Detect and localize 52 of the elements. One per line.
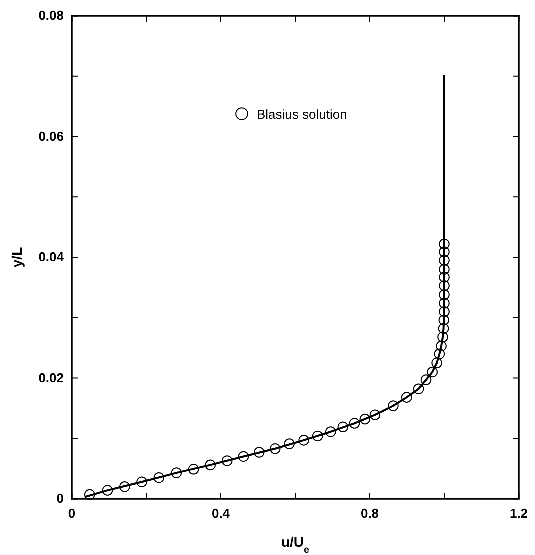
point xyxy=(432,358,442,369)
y-tick-label: 0.08 xyxy=(38,8,64,24)
point xyxy=(439,264,450,275)
point xyxy=(284,438,295,450)
x-axis-title: u/U$_{e}$ xyxy=(281,534,310,555)
point xyxy=(439,306,450,318)
point xyxy=(254,447,265,458)
x-tick-label: 0 xyxy=(68,506,76,522)
point xyxy=(388,400,399,412)
point xyxy=(360,414,371,425)
point xyxy=(84,489,96,500)
point xyxy=(238,451,250,462)
point xyxy=(436,340,447,352)
point xyxy=(349,418,360,429)
point xyxy=(434,348,446,360)
y-tick-label: 0 xyxy=(56,491,64,506)
point xyxy=(102,485,114,496)
point xyxy=(401,392,412,403)
y-axis-title: y/L xyxy=(9,246,25,268)
point xyxy=(439,255,450,266)
legend-label: Blasius solution xyxy=(257,107,348,122)
point xyxy=(222,456,233,466)
point xyxy=(188,464,200,475)
point xyxy=(326,426,336,438)
point xyxy=(439,280,450,292)
point xyxy=(120,482,130,492)
point xyxy=(312,430,324,442)
y-tick-label: 0.04 xyxy=(38,250,65,265)
point xyxy=(439,272,450,283)
point xyxy=(154,472,165,484)
point xyxy=(420,374,432,386)
point xyxy=(136,476,148,488)
point xyxy=(205,460,216,471)
point xyxy=(438,332,448,343)
point xyxy=(338,422,349,433)
point xyxy=(438,323,450,334)
y-tick-label: 0.02 xyxy=(38,370,64,386)
x-tick-label: 1.2 xyxy=(510,506,528,522)
point xyxy=(270,444,281,454)
point xyxy=(439,290,450,300)
point xyxy=(370,410,381,420)
y-tick-label: 0.06 xyxy=(38,128,64,144)
point xyxy=(439,298,450,309)
point xyxy=(413,384,424,394)
point xyxy=(439,238,450,250)
point xyxy=(439,246,450,258)
x-tick-label: 0.4 xyxy=(212,506,231,522)
point xyxy=(298,435,310,446)
x-tick-label: 0.8 xyxy=(360,506,380,522)
point xyxy=(427,366,438,378)
point xyxy=(438,314,450,326)
point xyxy=(171,468,182,478)
